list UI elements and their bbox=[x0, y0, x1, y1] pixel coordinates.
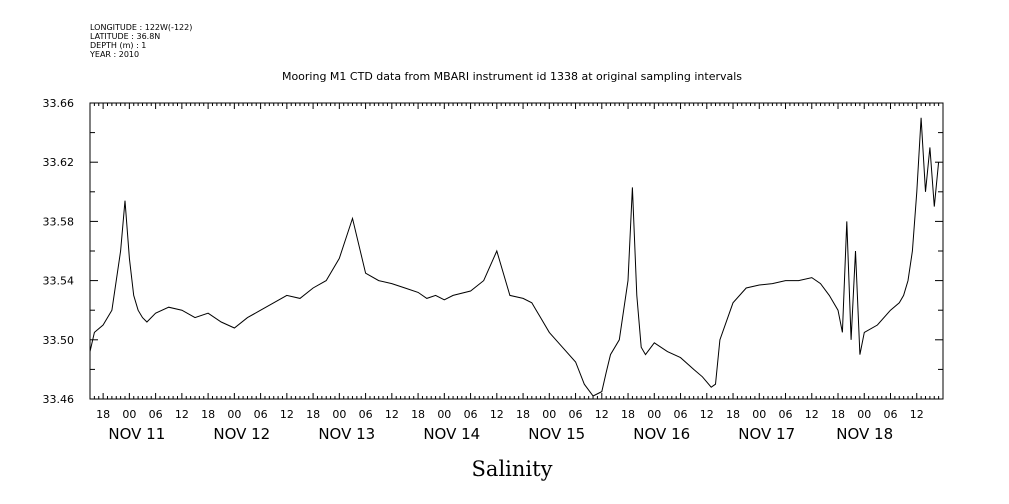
meta-year: YEAR : 2010 bbox=[90, 50, 140, 59]
x-hour-tick-label: 18 bbox=[306, 408, 320, 421]
x-hour-tick-label: 18 bbox=[726, 408, 740, 421]
x-day-label: NOV 14 bbox=[423, 425, 480, 443]
plot-frame bbox=[89, 102, 944, 400]
x-day-label: NOV 11 bbox=[108, 425, 165, 443]
x-hour-tick-label: 06 bbox=[254, 408, 268, 421]
x-hour-tick-label: 00 bbox=[437, 408, 451, 421]
x-day-label: NOV 17 bbox=[738, 425, 795, 443]
x-hour-tick-label: 18 bbox=[516, 408, 530, 421]
x-hour-tick-label: 00 bbox=[122, 408, 136, 421]
y-tick-label: 33.50 bbox=[43, 334, 75, 347]
salinity-series-line bbox=[89, 117, 940, 397]
x-hour-tick-label: 18 bbox=[96, 408, 110, 421]
x-hour-tick-label: 00 bbox=[857, 408, 871, 421]
x-day-label: NOV 15 bbox=[528, 425, 585, 443]
x-hour-tick-label: 12 bbox=[175, 408, 189, 421]
x-hour-tick-label: 12 bbox=[700, 408, 714, 421]
x-hour-tick-label: 00 bbox=[647, 408, 661, 421]
series-layer bbox=[89, 117, 940, 397]
meta-latitude: LATITUDE : 36.8N bbox=[90, 32, 161, 41]
y-tick-label: 33.54 bbox=[43, 275, 75, 288]
ticks-layer bbox=[89, 102, 944, 400]
x-hour-tick-label: 00 bbox=[227, 408, 241, 421]
x-hour-tick-label: 06 bbox=[149, 408, 163, 421]
x-hour-tick-label: 06 bbox=[464, 408, 478, 421]
x-hour-tick-label: 12 bbox=[280, 408, 294, 421]
meta-longitude: LONGITUDE : 122W(-122) bbox=[90, 23, 193, 32]
x-hour-tick-label: 18 bbox=[411, 408, 425, 421]
x-hour-tick-label: 00 bbox=[542, 408, 556, 421]
x-day-label: NOV 12 bbox=[213, 425, 270, 443]
x-hour-tick-label: 00 bbox=[332, 408, 346, 421]
x-day-label: NOV 16 bbox=[633, 425, 690, 443]
y-tick-label: 33.58 bbox=[43, 215, 75, 228]
x-hour-tick-label: 12 bbox=[910, 408, 924, 421]
x-hour-tick-label: 12 bbox=[595, 408, 609, 421]
x-hour-tick-label: 06 bbox=[569, 408, 583, 421]
x-hour-tick-label: 18 bbox=[621, 408, 635, 421]
x-hour-tick-label: 06 bbox=[674, 408, 688, 421]
x-hour-tick-label: 18 bbox=[201, 408, 215, 421]
chart-title: Mooring M1 CTD data from MBARI instrumen… bbox=[282, 70, 742, 83]
y-tick-label: 33.62 bbox=[43, 156, 75, 169]
y-tick-label: 33.46 bbox=[43, 393, 75, 406]
x-hour-tick-label: 06 bbox=[779, 408, 793, 421]
x-hour-tick-label: 18 bbox=[831, 408, 845, 421]
x-hour-tick-label: 06 bbox=[884, 408, 898, 421]
meta-depth: DEPTH (m) : 1 bbox=[90, 41, 147, 50]
x-hour-tick-label: 12 bbox=[490, 408, 504, 421]
x-hour-tick-label: 12 bbox=[385, 408, 399, 421]
x-day-label: NOV 18 bbox=[836, 425, 893, 443]
x-day-label: NOV 13 bbox=[318, 425, 375, 443]
x-hour-tick-label: 06 bbox=[359, 408, 373, 421]
y-tick-label: 33.66 bbox=[43, 97, 75, 110]
labels-layer: 18 00 06 12 18 00 06 12 18 00 06 12 18 00 06 12 18 00 06 12… bbox=[43, 97, 924, 443]
x-axis-label: Salinity bbox=[472, 457, 553, 481]
x-hour-tick-label: 00 bbox=[752, 408, 766, 421]
x-hour-tick-label: 12 bbox=[805, 408, 819, 421]
